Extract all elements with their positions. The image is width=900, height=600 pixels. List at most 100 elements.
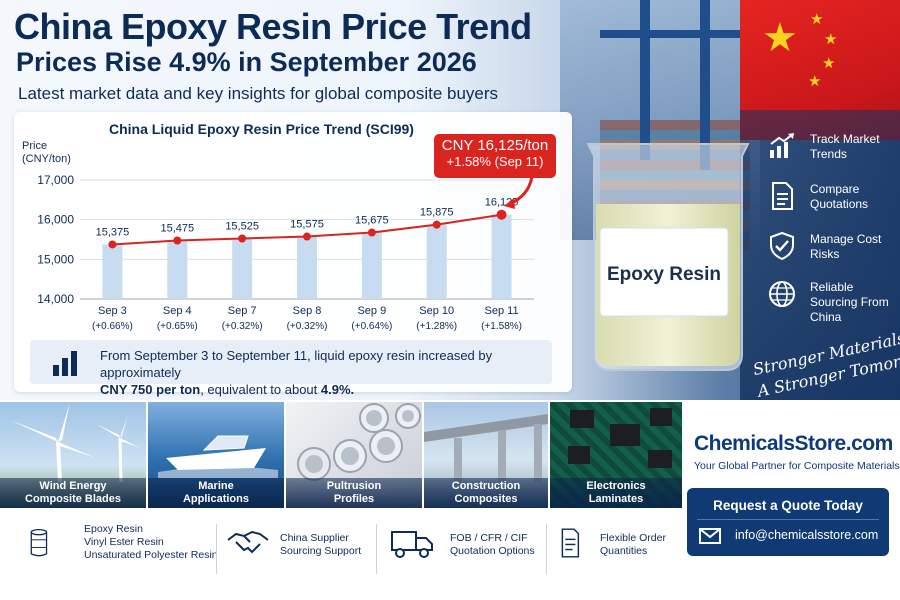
- price-bar: [297, 236, 317, 299]
- x-tick-label: Sep 8: [293, 305, 322, 317]
- globe-icon: [769, 281, 795, 307]
- bar-chart-icon: [53, 351, 77, 376]
- service-line: Epoxy Resin: [84, 523, 143, 535]
- service-label: Flexible Order Quantities: [600, 532, 666, 558]
- app-caption-line1: Construction: [451, 480, 521, 492]
- feature-label: Compare Quotations: [810, 182, 869, 211]
- x-change-label: (+1.58%): [481, 321, 522, 332]
- price-callout: CNY 16,125/ton +1.58% (Sep 11): [434, 134, 556, 178]
- request-quote-button[interactable]: Request a Quote Today info@chemicalsstor…: [687, 488, 889, 556]
- mail-icon: [699, 528, 721, 544]
- wind-turbine-icon: [10, 402, 140, 482]
- request-quote-label[interactable]: Request a Quote Today: [713, 498, 863, 513]
- crane-boom: [600, 30, 750, 38]
- feature-label: Manage Cost Risks: [810, 232, 882, 261]
- epoxy-beaker: Epoxy Resin: [586, 143, 750, 371]
- insight-box: From September 3 to September 11, liquid…: [30, 340, 552, 397]
- service-label: Epoxy Resin Vinyl Ester Resin Unsaturate…: [84, 523, 218, 562]
- x-change-label: (+1.28%): [416, 321, 457, 332]
- flag-star-icon: ★: [808, 73, 822, 90]
- service-divider: [376, 524, 377, 574]
- y-tick-label: 16,000: [37, 213, 74, 227]
- feature-backdrop: [740, 110, 900, 400]
- app-caption: Wind Energy Composite Blades: [0, 478, 146, 508]
- shield-check-icon: [770, 232, 794, 260]
- trend-up-icon: [770, 133, 794, 158]
- app-caption: Electronics Laminates: [550, 478, 682, 508]
- app-caption: Marine Applications: [148, 478, 284, 508]
- crane-tower: [700, 0, 710, 170]
- service-shipping: FOB / CFR / CIF Quotation Options: [390, 520, 550, 590]
- service-label: FOB / CFR / CIF Quotation Options: [450, 532, 535, 558]
- feature-label: Reliable Sourcing From China: [810, 280, 889, 324]
- app-caption-line1: Pultrusion: [326, 480, 382, 492]
- service-line: Sourcing Support: [280, 545, 362, 557]
- y-tick-label: 14,000: [37, 292, 74, 306]
- price-bar: [426, 224, 447, 299]
- page-title: China Epoxy Resin Price Trend: [14, 6, 532, 47]
- service-line: Vinyl Ester Resin: [84, 536, 164, 548]
- app-caption-line1: Electronics: [586, 480, 646, 492]
- service-line: Quantities: [600, 545, 648, 557]
- service-line: FOB / CFR / CIF: [450, 532, 528, 544]
- app-caption-line2: Profiles: [333, 493, 375, 505]
- trend-point: [367, 228, 376, 237]
- beaker-label: Epoxy Resin: [607, 264, 721, 285]
- app-wind-energy: Wind Energy Composite Blades: [0, 402, 146, 508]
- y-axis-label-unit: (CNY/ton): [22, 153, 71, 165]
- brand-name: ChemicalsStore.com: [694, 432, 893, 455]
- price-bar: [491, 214, 512, 299]
- trend-point: [432, 220, 441, 229]
- y-tick-label: 17,000: [37, 173, 74, 187]
- callout-pointer: [504, 176, 534, 209]
- brand-tagline: Your Global Partner for Composite Materi…: [694, 460, 900, 472]
- app-caption: Construction Composites: [424, 478, 548, 508]
- value-label: 15,675: [355, 215, 389, 227]
- x-tick-label: Sep 10: [419, 305, 454, 317]
- service-divider: [216, 524, 217, 574]
- callout-price: CNY 16,125/ton: [441, 137, 549, 154]
- app-caption: Pultrusion Profiles: [286, 478, 422, 508]
- truck-icon: [391, 531, 433, 558]
- insight-tail: , equivalent to about: [200, 382, 321, 397]
- app-pultrusion: Pultrusion Profiles: [286, 402, 422, 508]
- service-line: Unsaturated Polyester Resin: [84, 549, 218, 561]
- document-icon: [772, 182, 793, 210]
- x-change-label: (+0.32%): [222, 321, 263, 332]
- value-label: 15,525: [225, 221, 259, 233]
- app-electronics: Electronics Laminates: [550, 402, 682, 508]
- x-tick-label: Sep 9: [357, 305, 386, 317]
- service-resins: Epoxy Resin Vinyl Ester Resin Unsaturate…: [30, 520, 218, 590]
- price-bar: [361, 232, 382, 299]
- handshake-icon: [227, 530, 269, 554]
- service-label: China Supplier Sourcing Support: [280, 532, 361, 558]
- service-sourcing: China Supplier Sourcing Support: [226, 520, 376, 590]
- trend-point: [238, 234, 247, 243]
- app-construction: Construction Composites: [424, 402, 548, 508]
- page-headline: Prices Rise 4.9% in September 2026: [16, 47, 477, 77]
- service-divider: [546, 524, 547, 574]
- app-caption-line2: Laminates: [588, 493, 644, 505]
- y-axis-label: Price: [22, 140, 47, 152]
- x-tick-label: Sep 11: [485, 305, 519, 317]
- value-label: 15,575: [290, 219, 324, 231]
- x-change-label: (+0.64%): [351, 321, 392, 332]
- trend-point: [108, 240, 117, 249]
- flag-star-icon: ★: [762, 16, 798, 60]
- y-tick-label: 15,000: [37, 252, 74, 266]
- feature-label: Track Market Trends: [810, 132, 880, 161]
- x-tick-label: Sep 4: [163, 305, 192, 317]
- email-link[interactable]: info@chemicalsstore.com: [735, 528, 879, 542]
- trend-point: [173, 236, 182, 245]
- chart-title: China Liquid Epoxy Resin Price Trend (SC…: [109, 121, 414, 137]
- pipes-icon: [297, 403, 421, 481]
- app-caption-line1: Wind Energy: [39, 480, 107, 492]
- service-line: China Supplier: [280, 532, 349, 544]
- x-tick-label: Sep 7: [228, 305, 257, 317]
- value-label: 15,875: [420, 207, 454, 219]
- order-doc-icon: [561, 528, 580, 558]
- page-subtitle: Latest market data and key insights for …: [18, 84, 499, 103]
- boat-icon: [158, 435, 278, 478]
- insight-text: From September 3 to September 11, liquid…: [100, 347, 550, 398]
- value-label: 15,375: [96, 226, 130, 238]
